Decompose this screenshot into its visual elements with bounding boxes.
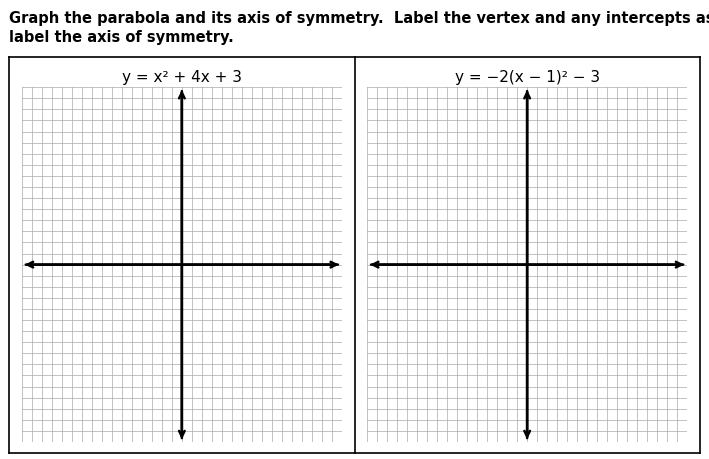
Text: label the axis of symmetry.: label the axis of symmetry. [9, 30, 234, 45]
Text: y = x² + 4x + 3: y = x² + 4x + 3 [122, 70, 242, 85]
Text: y = −2(x − 1)² − 3: y = −2(x − 1)² − 3 [454, 70, 600, 85]
Text: Graph the parabola and its axis of symmetry.  Label the vertex and any intercept: Graph the parabola and its axis of symme… [9, 11, 709, 27]
